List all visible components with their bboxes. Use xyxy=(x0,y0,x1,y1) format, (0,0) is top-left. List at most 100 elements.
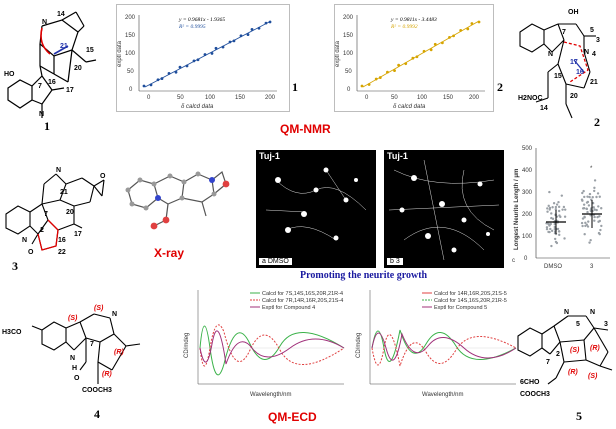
neurite-xcat-dmso: DMSO xyxy=(544,264,562,270)
c1-atom-17: 17 xyxy=(66,87,74,94)
ecd4-purple-curve xyxy=(199,330,345,365)
c5-atom-2: 2 xyxy=(556,351,560,358)
ecd5-green-curve xyxy=(371,329,517,362)
c4-stereo-2: (S) xyxy=(94,305,104,312)
scatter-point xyxy=(597,205,600,208)
neurite-xcat-3: 3 xyxy=(590,264,594,270)
scatter-point xyxy=(600,207,603,210)
micro-compound3-foot: b 3 xyxy=(386,257,404,266)
nmr-plot-2: 0 50 100 150 200 0 50 100 150 200 δ calc… xyxy=(335,15,485,110)
scatter-point xyxy=(562,205,566,209)
c3-atom-21: 21 xyxy=(60,189,68,196)
scatter-point xyxy=(440,41,444,45)
scatter-point xyxy=(600,224,603,228)
nmr1-xtick-50: 50 xyxy=(177,95,184,101)
compound-5-label: 5 xyxy=(576,409,582,423)
scatter-point xyxy=(558,233,561,237)
scatter-point xyxy=(448,35,451,39)
nmr2-xtick-100: 100 xyxy=(417,95,428,101)
nmr-plot-1-label: 1 xyxy=(292,80,298,94)
ecd5-red-curve xyxy=(371,334,517,367)
scatter-point xyxy=(585,223,589,226)
scatter-point xyxy=(553,225,556,229)
scatter-point xyxy=(597,231,601,235)
c3-atom-n-top: N xyxy=(56,167,61,174)
scatter-point xyxy=(192,59,196,63)
qm-ecd-label: QM-ECD xyxy=(268,410,317,424)
c4-stereo-1: (S) xyxy=(68,315,78,322)
neurite-ytick-500: 500 xyxy=(522,146,533,152)
c2-atom-5: 5 xyxy=(590,27,594,34)
scatter-point xyxy=(185,64,189,68)
nmr1-xtick-200: 200 xyxy=(265,95,276,101)
c5-atom-5: 5 xyxy=(576,321,580,328)
neurite-ytick-400: 400 xyxy=(522,168,533,174)
c1-atom-15: 15 xyxy=(86,47,94,54)
nmr1-ytick-100: 100 xyxy=(125,51,136,57)
c2-atom-21: 21 xyxy=(590,79,598,86)
c3-atom-7: 7 xyxy=(44,211,48,218)
c5-atom-3: 3 xyxy=(604,321,608,328)
scatter-point xyxy=(557,209,561,213)
c5-atom-n1: N xyxy=(564,309,569,316)
nmr2-ylabel: exptl data xyxy=(335,40,341,67)
scatter-point xyxy=(470,22,474,25)
c5-atom-cooch3: COOCH3 xyxy=(520,391,550,398)
c1-atom-21: 21 xyxy=(60,43,68,50)
scatter-point xyxy=(221,45,225,49)
compound-2-structure: OH 7 5 N N 3 4 17 16 15 21 20 14 H2NOC 2 xyxy=(518,9,600,129)
nmr2-ytick-150: 150 xyxy=(343,33,354,39)
ecd4-legend-2: Exptl for Compound 4 xyxy=(262,305,315,311)
scatter-point xyxy=(563,237,566,240)
scatter-point xyxy=(404,62,408,66)
scatter-point xyxy=(246,33,250,36)
scatter-point xyxy=(582,203,586,206)
c4-atom-o: O xyxy=(74,375,80,382)
scatter-point xyxy=(228,40,232,44)
nmr2-xlabel: δ calcd data xyxy=(393,104,426,110)
scatter-point xyxy=(580,221,584,225)
scatter-point xyxy=(583,195,586,199)
scatter-point xyxy=(557,205,561,209)
scatter-point xyxy=(550,244,553,248)
scatter-point xyxy=(156,78,160,82)
c1-atom-ho: HO xyxy=(4,71,15,78)
scatter-point xyxy=(264,21,268,25)
scatter-point xyxy=(560,194,564,197)
scatter-point xyxy=(598,215,601,218)
scatter-point xyxy=(583,216,586,219)
scatter-point xyxy=(429,48,433,52)
scatter-point xyxy=(551,206,554,209)
ecd-plot-4: Calcd for 7S,14S,16S,20R,21R-4 Calcd for… xyxy=(184,290,345,398)
nmr2-xtick-50: 50 xyxy=(391,95,398,101)
scatter-point xyxy=(557,200,560,204)
c5-atom-6cho: 6CHO xyxy=(520,379,540,386)
c2-atom-oh: OH xyxy=(568,9,579,16)
c2-atom-4: 4 xyxy=(592,51,596,58)
scatter-point xyxy=(547,230,550,234)
compound-5-structure: N N 5 3 7 2 (S) (S) (R) (R) 6CHO COOCH3 … xyxy=(517,309,613,423)
nmr2-ytick-50: 50 xyxy=(345,69,352,75)
scatter-point xyxy=(586,225,590,228)
nmr2-ytick-100: 100 xyxy=(343,51,354,57)
scatter-point xyxy=(589,238,592,242)
scatter-point xyxy=(268,20,272,24)
nmr1-xtick-100: 100 xyxy=(205,95,216,101)
scatter-point xyxy=(598,195,601,198)
scatter-point xyxy=(554,232,558,236)
c1-atom-7: 7 xyxy=(38,83,42,90)
neurite-ylabel: Longest Neurite Length / μm xyxy=(514,169,520,250)
neurite-length-plot: Longest Neurite Length / μm 0 100 200 30… xyxy=(512,146,610,270)
nmr2-xtick-0: 0 xyxy=(365,95,369,101)
scatter-point xyxy=(554,205,558,209)
scatter-point xyxy=(588,195,591,199)
scatter-point xyxy=(210,52,214,55)
c2-atom-15: 15 xyxy=(554,73,562,80)
scatter-point xyxy=(589,208,593,212)
c3-atom-o-lactone: O xyxy=(28,249,34,256)
nmr1-ytick-200: 200 xyxy=(125,15,136,21)
ecd5-xlabel: Wavelength/nm xyxy=(422,392,463,398)
nmr1-equation: y = 0.9681x - 1.9365 xyxy=(178,17,225,23)
c4-atom-7: 7 xyxy=(90,341,94,348)
scatter-point xyxy=(452,34,455,38)
